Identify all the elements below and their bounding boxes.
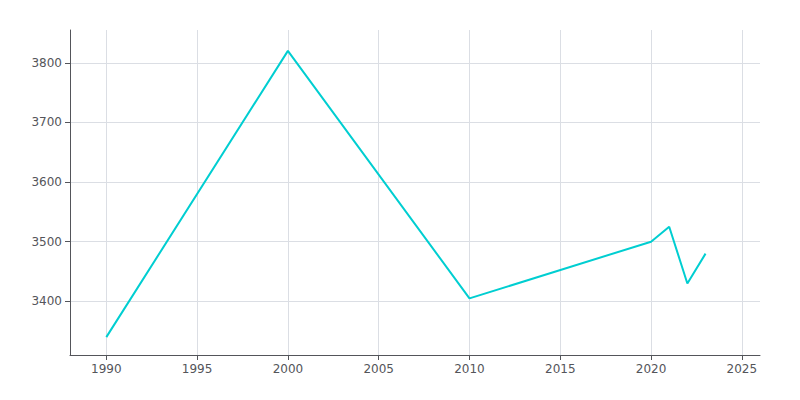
svg-text:3500: 3500 [31,235,62,249]
svg-text:2025: 2025 [727,362,758,376]
svg-text:3700: 3700 [31,115,62,129]
svg-text:3600: 3600 [31,175,62,189]
svg-text:2010: 2010 [454,362,485,376]
svg-text:2005: 2005 [363,362,394,376]
svg-text:2015: 2015 [545,362,576,376]
svg-text:3800: 3800 [31,56,62,70]
svg-text:2020: 2020 [636,362,667,376]
svg-text:1995: 1995 [182,362,213,376]
svg-text:3400: 3400 [31,294,62,308]
svg-text:1990: 1990 [91,362,122,376]
svg-text:2000: 2000 [273,362,304,376]
